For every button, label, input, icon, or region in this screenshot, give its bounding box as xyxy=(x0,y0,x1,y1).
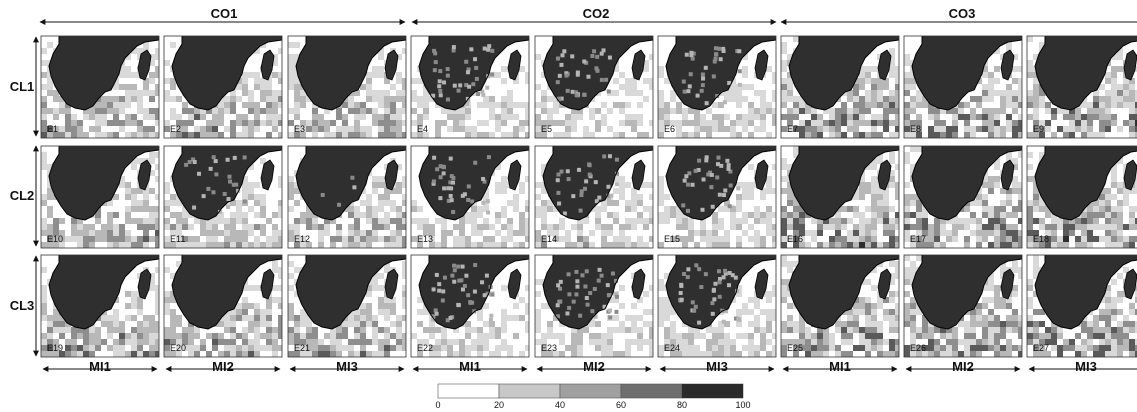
panel-e24: E24 xyxy=(657,254,777,358)
colorbar-segment xyxy=(620,383,683,399)
panel-e10: E10 xyxy=(40,145,160,249)
panel-e25: E25 xyxy=(780,254,900,358)
panel-e17: E17 xyxy=(903,145,1023,249)
colorbar-segment xyxy=(498,383,561,399)
row-cl3: CL3 xyxy=(10,255,39,357)
panel-grid: E1 E2 E3 E4 E5 E6 E7 E8 E9 E10 E11 E12 E13 E14 E15 E16 E… xyxy=(40,35,1137,358)
colorbar-segment xyxy=(559,383,622,399)
panel-label: E21 xyxy=(294,343,310,353)
panel-label: E20 xyxy=(170,343,186,353)
row-label: CL1 xyxy=(10,79,35,94)
bottom-group-5: MI2 xyxy=(536,359,652,374)
panel-e3: E3 xyxy=(287,35,407,139)
panel-label: E17 xyxy=(910,234,926,244)
panel-e26: E26 xyxy=(903,254,1023,358)
bottom-group-label: MI2 xyxy=(583,359,605,374)
bottom-group-3: MI3 xyxy=(289,359,405,374)
panel-e9: E9 xyxy=(1026,35,1137,139)
bottom-group-label: MI2 xyxy=(952,359,974,374)
bottom-groups: MI1 MI2 MI3 MI1 MI2 MI3 MI1 MI2 MI3 xyxy=(42,359,1137,374)
top-group-label: CO3 xyxy=(949,6,976,21)
row-cl2: CL2 xyxy=(10,145,39,247)
panel-e6: E6 xyxy=(657,35,777,139)
panel-label: E12 xyxy=(294,234,310,244)
colorbar-segment xyxy=(682,384,743,398)
panel-label: E8 xyxy=(910,124,921,134)
panel-label: E5 xyxy=(541,124,552,134)
colorbar-tick: 20 xyxy=(494,400,504,410)
panel-label: E18 xyxy=(1033,234,1049,244)
panel-label: E23 xyxy=(541,343,557,353)
colorbar-tick: 100 xyxy=(735,400,750,410)
panel-e23: E23 xyxy=(534,254,654,358)
panel-e22: E22 xyxy=(410,254,530,358)
bottom-group-label: MI3 xyxy=(336,359,358,374)
panel-label: E7 xyxy=(787,124,798,134)
bottom-group-6: MI3 xyxy=(659,359,775,374)
panel-e13: E13 xyxy=(410,145,530,249)
bottom-group-label: MI2 xyxy=(212,359,234,374)
panel-label: E6 xyxy=(664,124,675,134)
panel-e4: E4 xyxy=(410,35,530,139)
panel-e1: E1 xyxy=(40,35,160,139)
panel-label: E19 xyxy=(47,343,63,353)
panel-label: E10 xyxy=(47,234,63,244)
panel-e2: E2 xyxy=(163,35,283,139)
bottom-group-label: MI1 xyxy=(459,359,481,374)
panel-label: E22 xyxy=(417,343,433,353)
bottom-group-2: MI2 xyxy=(165,359,281,374)
panel-label: E4 xyxy=(417,124,428,134)
top-group-label: CO2 xyxy=(583,6,610,21)
colorbar: 0 20 40 60 80 100 xyxy=(435,383,751,410)
row-label: CL2 xyxy=(10,188,35,203)
panel-label: E14 xyxy=(541,234,557,244)
panel-label: E24 xyxy=(664,343,680,353)
top-group-co2: CO2 xyxy=(411,6,777,25)
bottom-group-4: MI1 xyxy=(412,359,528,374)
bottom-group-label: MI1 xyxy=(89,359,111,374)
panel-e16: E16 xyxy=(780,145,900,249)
panel-label: E16 xyxy=(787,234,803,244)
panel-label: E26 xyxy=(910,343,926,353)
panel-e11: E11 xyxy=(163,145,283,249)
panel-e12: E12 xyxy=(287,145,407,249)
panel-e15: E15 xyxy=(657,145,777,249)
bottom-group-label: MI3 xyxy=(1075,359,1097,374)
panel-e19: E19 xyxy=(40,254,160,358)
panel-label: E15 xyxy=(664,234,680,244)
panel-e5: E5 xyxy=(534,35,654,139)
bottom-group-8: MI2 xyxy=(905,359,1021,374)
top-group-co1: CO1 xyxy=(39,6,406,25)
colorbar-segment xyxy=(437,383,500,399)
panel-label: E1 xyxy=(47,124,58,134)
panel-label: E3 xyxy=(294,124,305,134)
bottom-group-label: MI1 xyxy=(829,359,851,374)
panel-label: E25 xyxy=(787,343,803,353)
colorbar-tick: 40 xyxy=(555,400,565,410)
row-label: CL3 xyxy=(10,298,35,313)
colorbar-tick: 0 xyxy=(435,400,440,410)
panel-label: E27 xyxy=(1033,343,1049,353)
panel-e8: E8 xyxy=(903,35,1023,139)
panel-e21: E21 xyxy=(287,254,407,358)
panel-e18: E18 xyxy=(1026,145,1137,249)
bottom-group-label: MI3 xyxy=(706,359,728,374)
bottom-group-7: MI1 xyxy=(782,359,898,374)
panel-label: E13 xyxy=(417,234,433,244)
top-group-co3: CO3 xyxy=(780,6,1137,25)
panel-label: E9 xyxy=(1033,124,1044,134)
row-cl1: CL1 xyxy=(10,36,39,137)
panel-label: E11 xyxy=(170,234,185,244)
panel-e20: E20 xyxy=(163,254,283,358)
panel-e27: E27 xyxy=(1026,254,1137,358)
colorbar-tick: 80 xyxy=(677,400,687,410)
panel-label: E2 xyxy=(170,124,181,134)
top-group-label: CO1 xyxy=(211,6,238,21)
bottom-group-1: MI1 xyxy=(42,359,158,374)
colorbar-tick: 60 xyxy=(616,400,626,410)
bottom-group-9: MI3 xyxy=(1028,359,1137,374)
panel-e14: E14 xyxy=(534,145,654,249)
panel-e7: E7 xyxy=(780,35,900,139)
